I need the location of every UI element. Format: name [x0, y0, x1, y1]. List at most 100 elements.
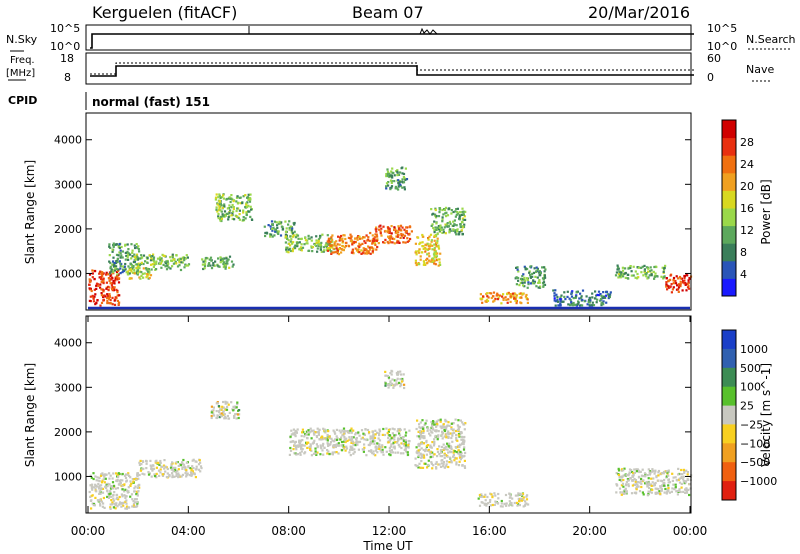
- echo-cell: [308, 237, 311, 240]
- echo-cell: [392, 441, 395, 444]
- echo-cell: [121, 250, 124, 253]
- echo-cell: [297, 445, 300, 448]
- echo-cell: [98, 490, 101, 493]
- echo-cell: [452, 455, 455, 458]
- echo-cell: [630, 492, 634, 495]
- echo-cell: [312, 432, 316, 435]
- echo-cell: [442, 443, 445, 446]
- echo-cell: [583, 300, 586, 303]
- echo-cell: [395, 383, 399, 386]
- echo-cell: [154, 461, 157, 464]
- echo-cell: [440, 462, 443, 465]
- echo-cell: [407, 446, 410, 449]
- echo-cell: [426, 449, 429, 452]
- echo-cell: [130, 482, 133, 485]
- echo-cell: [436, 237, 439, 240]
- echo-cell: [232, 206, 235, 209]
- echo-cell: [314, 431, 317, 434]
- echo-cell: [518, 292, 521, 295]
- echo-cell: [166, 467, 169, 471]
- echo-cell: [390, 185, 394, 188]
- echo-cell: [107, 496, 110, 499]
- echo-cell: [486, 292, 489, 295]
- echo-cell: [116, 496, 119, 499]
- echo-cell: [358, 237, 362, 240]
- echo-cell: [433, 239, 436, 242]
- echo-cell: [428, 259, 431, 262]
- echo-cell: [178, 259, 181, 262]
- echo-cell: [373, 239, 376, 242]
- echo-cell: [138, 463, 141, 466]
- echo-cell: [338, 236, 342, 239]
- echo-cell: [632, 479, 635, 482]
- echo-cell: [237, 416, 240, 420]
- echo-cell: [363, 433, 366, 436]
- echo-cell: [572, 297, 575, 300]
- echo-cell: [108, 243, 111, 246]
- echo-cell: [421, 419, 424, 422]
- echo-cell: [294, 440, 297, 443]
- echo-cell: [426, 242, 429, 246]
- echo-cell: [390, 373, 393, 376]
- echo-cell: [639, 480, 642, 483]
- echo-cell: [134, 498, 137, 501]
- echo-cell: [113, 491, 116, 494]
- echo-cell: [136, 494, 139, 497]
- echo-cell: [127, 506, 130, 509]
- echo-cell: [434, 207, 437, 210]
- echo-cell: [114, 487, 117, 490]
- echo-cell: [657, 471, 660, 474]
- echo-cell: [138, 276, 141, 279]
- echo-cell: [399, 236, 402, 239]
- echo-cell: [672, 286, 675, 289]
- echo-cell: [350, 236, 353, 239]
- echo-cell: [500, 499, 503, 503]
- cpid-text: normal (fast) 151: [92, 95, 210, 109]
- echo-cell: [425, 453, 428, 456]
- echo-cell: [400, 442, 403, 445]
- echo-cell: [453, 219, 456, 222]
- echo-cell: [399, 185, 402, 188]
- echo-cell: [381, 450, 384, 454]
- echo-cell: [316, 427, 319, 430]
- echo-cell: [231, 203, 234, 207]
- echo-cell: [109, 274, 112, 278]
- echo-cell: [618, 270, 621, 273]
- echo-cell: [502, 297, 505, 300]
- echo-cell: [171, 253, 174, 256]
- echo-cell: [388, 384, 391, 387]
- echo-cell: [602, 303, 605, 306]
- echo-cell: [303, 243, 306, 246]
- echo-cell: [677, 290, 680, 293]
- echo-cell: [605, 301, 608, 304]
- echo-cell: [405, 450, 408, 453]
- echo-cell: [350, 436, 354, 439]
- echo-cell: [431, 424, 434, 427]
- echo-cell: [116, 269, 120, 272]
- echo-cell: [426, 253, 429, 256]
- echo-cell: [637, 266, 640, 269]
- echo-cell: [679, 277, 682, 280]
- echo-cell: [684, 283, 687, 286]
- echo-cell: [421, 466, 425, 469]
- echo-cell: [398, 381, 401, 384]
- echo-cell: [180, 475, 183, 478]
- echo-cell: [351, 249, 354, 252]
- echo-cell: [212, 412, 215, 415]
- echo-cell: [218, 265, 221, 268]
- echo-cell: [112, 499, 116, 502]
- echo-cell: [393, 226, 396, 229]
- echo-cell: [142, 267, 145, 270]
- echo-cell: [164, 470, 167, 473]
- echo-cell: [217, 257, 220, 260]
- echo-cell: [496, 298, 500, 301]
- echo-cell: [437, 430, 440, 433]
- echo-cell: [220, 210, 223, 213]
- velocity-colorbar-swatch: [722, 424, 736, 444]
- echo-cell: [554, 300, 557, 303]
- echo-cell: [375, 226, 378, 229]
- echo-cell: [330, 252, 333, 255]
- echo-cell: [126, 491, 129, 494]
- echo-cell: [589, 299, 592, 302]
- echo-cell: [400, 167, 403, 170]
